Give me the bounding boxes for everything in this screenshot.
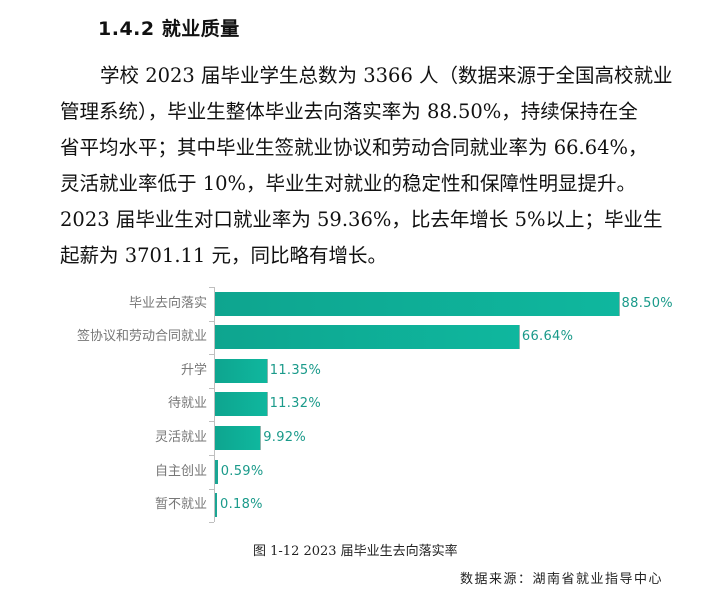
axis-tick	[209, 354, 214, 356]
data-bar	[215, 459, 218, 484]
value-label: 9.92%	[263, 429, 307, 445]
category-label: 待就业	[167, 396, 207, 412]
paragraph-line: 2023 届毕业生对口就业率为 59.36%，比去年增长 5%以上；毕业生	[60, 208, 663, 231]
axis-tick	[209, 455, 214, 456]
axis-tick	[209, 421, 214, 423]
paragraph-line: 起薪为 3701.11 元，同比略有增长。	[60, 244, 388, 267]
paragraph-line: 省平均水平；其中毕业生签就业协议和劳动合同就业率为 66.64%，	[60, 136, 648, 159]
axis-tick	[209, 387, 214, 389]
data-bar	[215, 358, 268, 383]
data-bar	[215, 291, 620, 316]
category-label: 毕业去向落实	[128, 295, 207, 311]
value-label: 11.32%	[269, 396, 321, 412]
data-bar	[215, 425, 262, 450]
value-label: 66.64%	[521, 329, 574, 345]
data-bar	[215, 493, 217, 518]
category-label: 灵活就业	[154, 429, 207, 445]
paragraph-line: 管理系统），毕业生整体毕业去向落实率为 88.50%，持续保持在全	[60, 100, 638, 123]
y-axis-line	[214, 287, 215, 522]
paragraph-line: 学校 2023 届毕业学生总数为 3366 人（数据来源于全国高校就业	[100, 64, 673, 87]
value-label: 88.50%	[621, 295, 673, 311]
category-label: 暂不就业	[154, 497, 207, 513]
category-label: 签协议和劳动合同就业	[76, 329, 207, 345]
body-paragraph: 学校 2023 届毕业学生总数为 3366 人（数据来源于全国高校就业 管理系统…	[60, 58, 700, 274]
figure-caption: 图 1-12 2023 届毕业生去向落实率	[253, 544, 458, 559]
category-label: 升学	[180, 362, 207, 378]
axis-tick	[209, 488, 214, 490]
axis-tick	[209, 320, 214, 322]
value-label: 11.35%	[269, 362, 322, 378]
section-heading: 1.4.2 就业质量	[98, 18, 240, 40]
category-label: 自主创业	[154, 463, 207, 479]
axis-tick	[209, 522, 214, 524]
paragraph-line: 灵活就业率低于 10%，毕业生对就业的稳定性和保障性明显提升。	[60, 172, 637, 195]
data-bar	[215, 392, 268, 417]
data-bar	[215, 325, 520, 350]
value-label: 0.59%	[220, 463, 264, 479]
data-source-note: 数据来源：湖南省就业指导中心	[460, 572, 664, 587]
axis-tick	[209, 287, 214, 288]
value-label: 0.18%	[220, 497, 263, 513]
